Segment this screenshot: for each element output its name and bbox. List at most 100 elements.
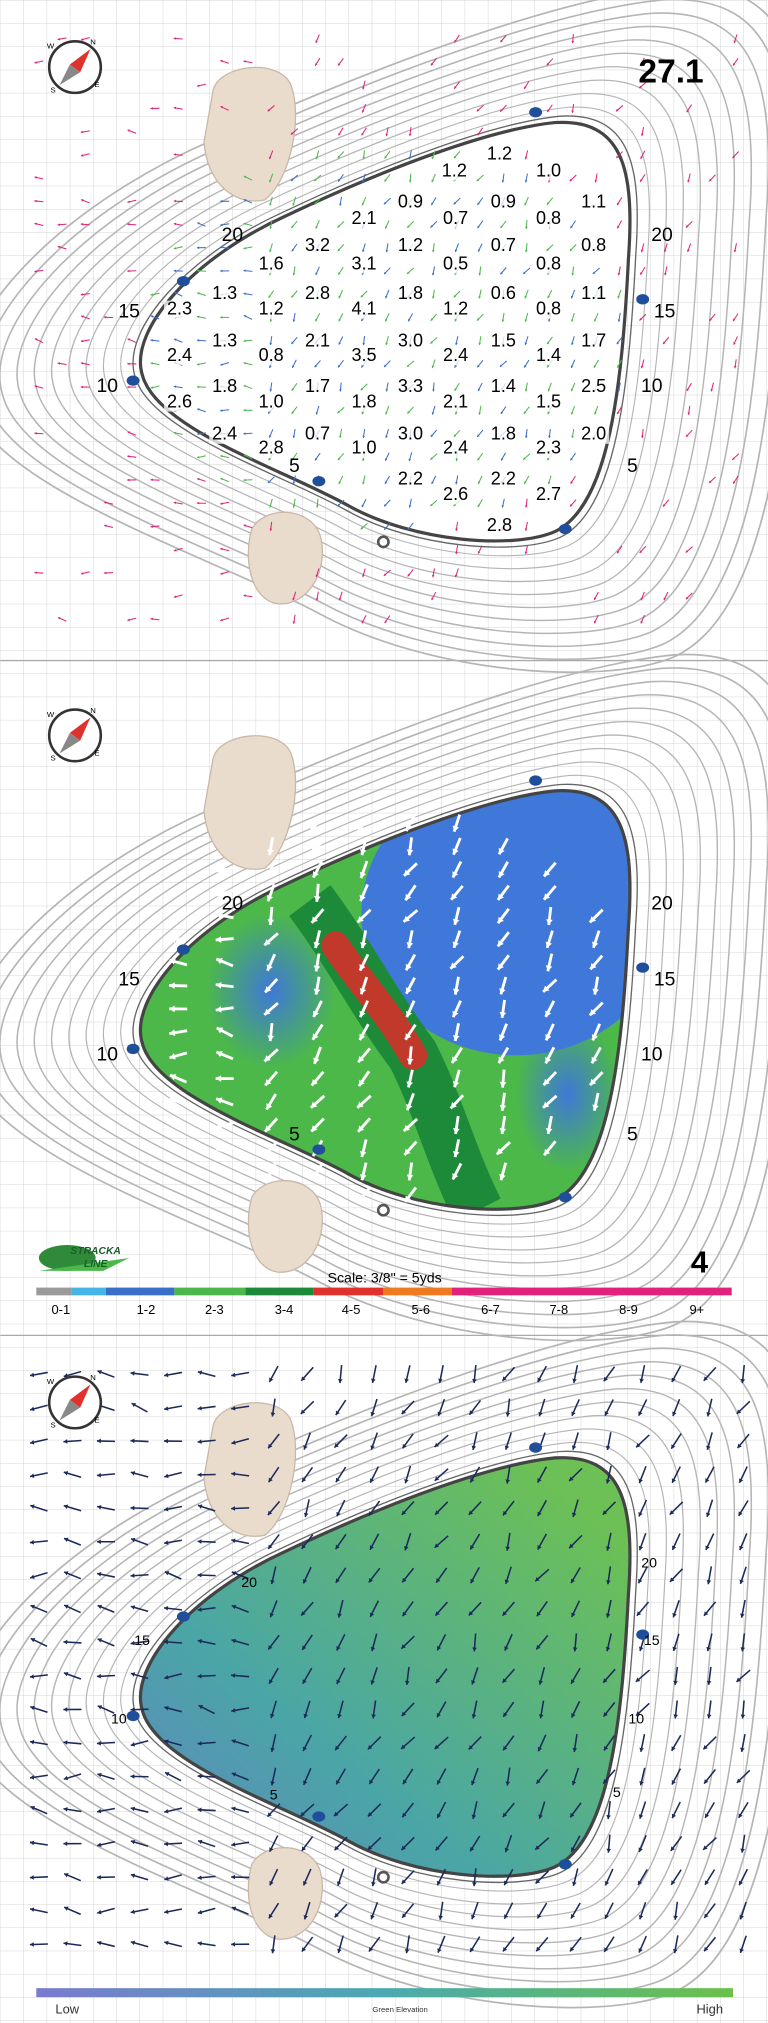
slope-value: 1.0 xyxy=(351,438,376,458)
arrow-head xyxy=(63,1707,68,1712)
slope-label-bg xyxy=(394,193,426,212)
arrow-head xyxy=(571,435,574,438)
arrow-head xyxy=(314,202,318,205)
arrow-head xyxy=(672,1411,677,1416)
arrow-head xyxy=(313,896,321,902)
arrow-head xyxy=(337,410,340,414)
arrow-head xyxy=(536,1946,541,1952)
arrow-head xyxy=(740,1714,746,1719)
arrow-head xyxy=(672,1646,677,1652)
slope-label-bg xyxy=(348,210,380,229)
arrow-head xyxy=(57,245,61,249)
arrow-head xyxy=(537,1545,542,1550)
slope-label-bg xyxy=(487,193,519,212)
arrow-head xyxy=(292,203,295,206)
arrow-head xyxy=(638,1411,643,1416)
legend-label: 0-1 xyxy=(51,1302,70,1317)
arrow-head xyxy=(538,1680,543,1685)
arrow-head xyxy=(604,1947,609,1952)
arrow-head xyxy=(268,1544,273,1549)
arrow-head xyxy=(335,1477,340,1483)
arrow-head xyxy=(243,60,246,63)
arrow-head xyxy=(338,342,341,345)
arrow-head xyxy=(499,1128,507,1134)
arrow-head xyxy=(215,890,223,897)
arrow-head xyxy=(638,1646,644,1652)
arrow-head xyxy=(80,130,84,134)
arrow-head xyxy=(310,1101,318,1108)
arrow-head xyxy=(268,1913,273,1919)
arrow-head xyxy=(97,1638,103,1643)
arrow-head xyxy=(603,1778,608,1784)
arrow-head xyxy=(477,225,480,229)
slope-label-bg xyxy=(302,332,334,351)
arrow-head xyxy=(367,1845,373,1850)
contour-label: 10 xyxy=(628,1712,644,1728)
arrow-head xyxy=(706,1714,712,1719)
arrow-head xyxy=(706,1579,712,1585)
arrow-head xyxy=(57,617,61,620)
logo-mark xyxy=(38,1245,96,1271)
arrow-head xyxy=(638,1847,643,1852)
arrow-head xyxy=(269,226,272,229)
arrow-head xyxy=(270,1747,275,1752)
arrow-head xyxy=(671,1880,676,1885)
arrow-head xyxy=(547,364,550,368)
arrow-head xyxy=(605,1646,611,1652)
arrow-head xyxy=(337,1948,342,1953)
slope-label-bg xyxy=(487,237,519,256)
arrow-head xyxy=(197,1472,202,1478)
arrow-head xyxy=(606,1580,611,1585)
arrow-head xyxy=(301,1947,307,1952)
arrow-head xyxy=(243,594,246,598)
slope-label-bg xyxy=(533,486,564,505)
arrow-head xyxy=(503,1712,508,1717)
arrow-head xyxy=(197,1773,202,1779)
arrow-head xyxy=(215,1006,222,1013)
arrow-head xyxy=(265,986,272,993)
arrow-head xyxy=(640,63,644,67)
compass-letter: N xyxy=(90,38,96,47)
arrow-head xyxy=(197,1607,202,1612)
arrow-head xyxy=(478,273,482,276)
slope-value: 0.8 xyxy=(259,345,284,365)
legend-swatch xyxy=(36,1287,72,1296)
tee-marker xyxy=(376,1203,390,1217)
arrow-head xyxy=(739,1948,744,1953)
arrow-head xyxy=(616,550,620,554)
slope-label-bg xyxy=(164,393,195,412)
arrow-head xyxy=(732,155,735,159)
arrow-head xyxy=(706,1445,711,1450)
arrow-head xyxy=(315,226,318,229)
arrow-head xyxy=(80,362,84,365)
arrow-head xyxy=(402,1812,407,1818)
arrow-head xyxy=(164,1674,169,1680)
legend-swatch xyxy=(245,1287,314,1296)
slope-value: 1.8 xyxy=(212,376,237,396)
arrow-head xyxy=(438,1915,443,1920)
arrow-head xyxy=(169,1005,175,1013)
arrow-head xyxy=(501,180,505,183)
arrow-head xyxy=(197,222,200,225)
arrow-head xyxy=(471,1780,476,1786)
arrow-head xyxy=(96,1472,102,1478)
slope-value: 2.1 xyxy=(351,208,376,228)
arrow-head xyxy=(524,202,527,206)
arrow-head xyxy=(269,1679,274,1684)
arrow-head xyxy=(300,1811,305,1817)
arrow-head xyxy=(164,1605,169,1611)
pin-marker xyxy=(126,1710,140,1722)
arrow-head xyxy=(150,107,153,110)
arrow-head xyxy=(497,963,504,970)
arrow-head xyxy=(337,1713,342,1719)
arrow-head xyxy=(231,1906,237,1911)
arrow-head xyxy=(29,1840,35,1846)
arrow-head xyxy=(592,271,596,274)
arrow-head xyxy=(498,1056,505,1064)
arrow-head xyxy=(524,528,528,531)
compass-letter: N xyxy=(90,1373,96,1382)
slope-value: 1.1 xyxy=(581,283,606,303)
slope-value: 1.0 xyxy=(259,391,284,411)
arrow-head xyxy=(547,457,550,461)
